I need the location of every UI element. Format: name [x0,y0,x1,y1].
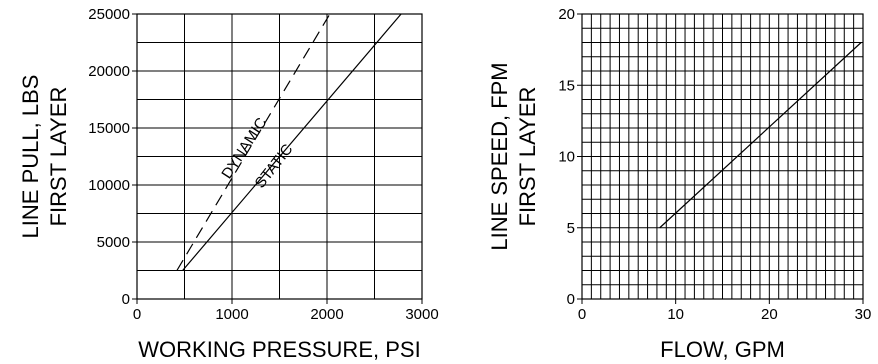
y-tick-label: 5 [567,220,575,237]
x-tick-label: 1000 [215,306,248,323]
y-tick-label: 20000 [88,63,130,80]
plot-frame [136,13,423,300]
x-tick-label: 20 [761,306,778,323]
x-tick-label: 0 [578,306,586,323]
y-axis-title-line-2: FIRST LAYER [515,87,540,227]
y-tick-label: 10 [558,149,575,166]
y-tick-label: 15000 [88,120,130,137]
x-tick-label: 0 [133,306,141,323]
y-axis-title-line-1: LINE SPEED, FPM [487,62,512,250]
x-axis-title: WORKING PRESSURE, PSI [138,337,420,362]
chart-2: 0 10 20 30 0 5 10 15 20 LINE SPEED, FPM FIRST LAYE… [487,6,871,362]
y-axis-title-line-2: FIRST LAYER [46,87,71,227]
x-tick-label: 2000 [310,306,343,323]
y-tick-label: 25000 [88,6,130,23]
series-line-dynamic [176,13,331,271]
x-tick-label: 30 [855,306,872,323]
y-tick-label: 5000 [97,234,130,251]
y-tick-label: 0 [567,291,575,308]
y-tick-label: 20 [558,6,575,23]
series-line-static [182,13,402,271]
y-axis-title-line-1: LINE PULL, LBS [18,75,43,239]
series-label-static: STATIC [252,141,297,192]
series-line [659,42,862,229]
x-tick-label: 10 [667,306,684,323]
x-tick-label: 3000 [405,306,438,323]
chart-1: 0 1000 2000 30000500010000150002000025000DY… [18,6,439,362]
y-tick-label: 0 [122,291,130,308]
y-tick-label: 15 [558,77,575,94]
y-tick-label: 10000 [88,177,130,194]
x-axis-title: FLOW, GPM [660,337,785,362]
